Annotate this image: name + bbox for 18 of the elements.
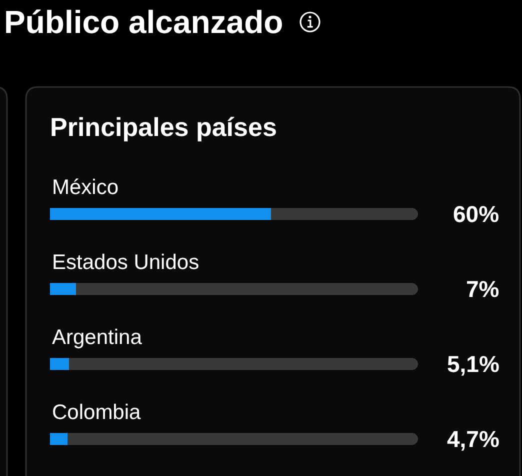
bar: [270, 208, 418, 220]
data-label: 4,7%: [447, 426, 500, 452]
bar: [50, 283, 76, 295]
data-label: 7%: [466, 276, 500, 302]
bar: [68, 358, 418, 370]
y-tick-label: México: [52, 176, 119, 199]
data-label: 5,1%: [447, 351, 500, 377]
chart-title: Público alcanzado: [4, 4, 284, 40]
y-tick-label: Argentina: [52, 326, 142, 349]
bar: [67, 433, 418, 445]
y-tick-label: Colombia: [52, 401, 142, 424]
data-label: 60%: [453, 201, 500, 227]
bar: [50, 208, 271, 220]
y-tick-label: Estados Unidos: [52, 251, 200, 274]
bar: [50, 433, 68, 445]
bar: [76, 283, 418, 295]
chart-subtitle: Principales países: [50, 112, 277, 142]
bar: [50, 358, 69, 370]
